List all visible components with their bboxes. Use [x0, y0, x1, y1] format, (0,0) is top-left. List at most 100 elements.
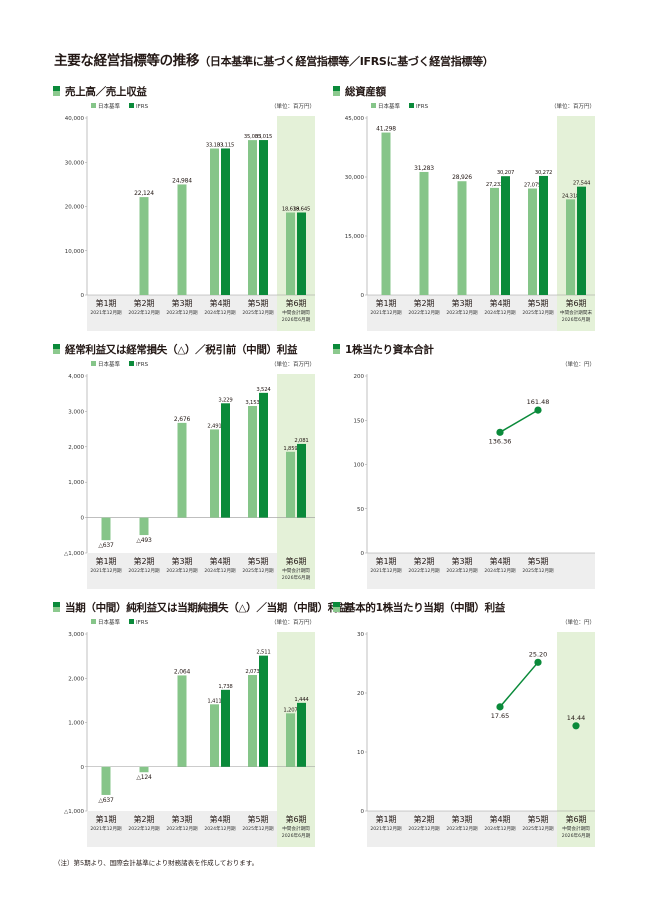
category-label: 第4期 [489, 556, 510, 566]
y-tick-label: 0 [361, 551, 365, 557]
category-label: 第5期 [247, 556, 268, 566]
category-sublabel: 2022年12月期 [128, 825, 160, 832]
chart-title: 基本的1株当たり当期（中間）利益 [333, 600, 505, 615]
data-label: 2,064 [174, 668, 191, 675]
category-label: 第3期 [171, 556, 192, 566]
category-label: 第5期 [527, 814, 548, 824]
data-label: 31,283 [414, 165, 434, 172]
bar-jgaap [177, 422, 187, 518]
category-band [367, 553, 595, 589]
category-label: 第5期 [247, 298, 268, 308]
chart-panel-bps: 1株当たり資本合計 0 50 100 150 200 （単位：円） 第1期 2021年12月期… [333, 342, 603, 592]
category-sublabel: 2025年12月期 [522, 309, 554, 316]
bar-jgaap [139, 766, 149, 773]
category-label: 第6期 [565, 298, 586, 308]
data-point [534, 406, 542, 414]
data-label: △493 [136, 537, 152, 544]
title-marker-icon [333, 344, 340, 354]
category-label: 第4期 [489, 298, 510, 308]
y-tick-label: 40,000 [65, 116, 85, 122]
bar-jgaap [177, 184, 187, 295]
category-label: 第6期 [285, 814, 306, 824]
series-line [499, 661, 539, 708]
bar-ifrs [221, 403, 230, 518]
category-sublabel: 中間会計期間 [282, 567, 310, 574]
category-label: 第2期 [133, 556, 154, 566]
data-label: 18,639 [282, 207, 299, 213]
bar-ifrs [221, 689, 230, 767]
category-label: 第2期 [133, 814, 154, 824]
data-point [496, 703, 504, 711]
unit-label: （単位：円） [562, 618, 595, 626]
y-tick-label: 20,000 [65, 205, 85, 211]
category-label: 第4期 [209, 814, 230, 824]
bar-jgaap [381, 132, 391, 295]
category-sublabel: 2025年12月期 [522, 825, 554, 832]
bar-jgaap [286, 451, 295, 518]
data-label: 28,926 [452, 174, 472, 181]
y-tick-label: 200 [354, 374, 365, 380]
bar-jgaap [248, 140, 257, 295]
category-label: 第5期 [527, 298, 548, 308]
chart-svg-netincome: △1,000 0 1,000 2,000 3,000 日本基準 IFRS （単位：百万円） 第1… [64, 618, 315, 847]
category-sublabel: 2025年12月期 [242, 825, 274, 832]
category-sublabel: 2023年12月期 [446, 567, 478, 574]
data-label: 1,411 [207, 698, 221, 704]
category-sublabel: 2025年12月期 [242, 567, 274, 574]
title-marker-icon [333, 86, 340, 96]
y-tick-label: 0 [361, 809, 365, 815]
bar-jgaap [248, 405, 257, 518]
title-marker-icon [333, 602, 340, 612]
category-label: 第1期 [375, 556, 396, 566]
category-sublabel: 2022年12月期 [128, 567, 160, 574]
series-line [499, 409, 539, 433]
unit-label: （単位：百万円） [271, 360, 315, 368]
category-sublabel: 2024年12月期 [204, 309, 236, 316]
unit-label: （単位：円） [562, 360, 595, 368]
chart-panel-ordinary: 経常利益又は経常損失（△）／税引前（中間）利益 △1,000 0 1,000 2,00… [53, 342, 323, 592]
data-label: 33,115 [217, 142, 234, 148]
data-label: 3,153 [245, 400, 259, 406]
unit-label: （単位：百万円） [271, 102, 315, 110]
data-label: 1,859 [283, 446, 297, 452]
data-label: 35,003 [244, 134, 261, 140]
category-sublabel: 2026年6月期 [562, 316, 591, 323]
category-sublabel: 2021年12月期 [90, 567, 122, 574]
data-label: 22,124 [134, 190, 154, 197]
data-label: 35,015 [255, 134, 272, 140]
chart-title: 1株当たり資本合計 [333, 342, 434, 357]
category-sublabel: 2026年6月期 [562, 832, 591, 839]
bar-jgaap [139, 517, 149, 536]
category-label: 第5期 [247, 814, 268, 824]
data-point [534, 658, 542, 666]
legend-label-jgaap: 日本基準 [98, 618, 121, 626]
chart-panel-eps: 基本的1株当たり当期（中間）利益 0 10 20 30 （単位：円） 第1期 2021年12… [333, 600, 603, 850]
bar-jgaap [177, 675, 187, 767]
category-sublabel: 2025年12月期 [242, 309, 274, 316]
y-tick-label: 30,000 [65, 160, 85, 166]
forecast-highlight [277, 374, 315, 589]
y-tick-label: 10 [357, 750, 364, 756]
data-label: △637 [98, 542, 114, 549]
bar-ifrs [577, 186, 586, 295]
page-title-sub: （日本基準に基づく経営指標等／IFRSに基づく経営指標等） [199, 55, 494, 68]
category-sublabel: 2022年12月期 [408, 309, 440, 316]
category-label: 第6期 [285, 556, 306, 566]
bar-jgaap [210, 148, 219, 295]
y-tick-label: 0 [81, 765, 85, 771]
category-sublabel: 2021年12月期 [370, 567, 402, 574]
category-sublabel: 2026年6月期 [282, 316, 311, 323]
data-label: 30,272 [535, 170, 552, 176]
data-label: △637 [98, 797, 114, 804]
bar-jgaap [210, 704, 219, 767]
bar-jgaap [101, 766, 111, 795]
category-label: 第3期 [171, 298, 192, 308]
legend-label-ifrs: IFRS [416, 104, 429, 110]
y-tick-label: 20 [357, 691, 364, 697]
chart-title-text: 当期（中間）純利益又は当期純損失（△）／当期（中間）利益 [65, 602, 349, 614]
category-sublabel: 2022年12月期 [408, 567, 440, 574]
legend-swatch-jgaap [91, 361, 96, 366]
category-sublabel: 2022年12月期 [128, 309, 160, 316]
bar-ifrs [259, 392, 268, 518]
bar-jgaap [490, 187, 499, 295]
